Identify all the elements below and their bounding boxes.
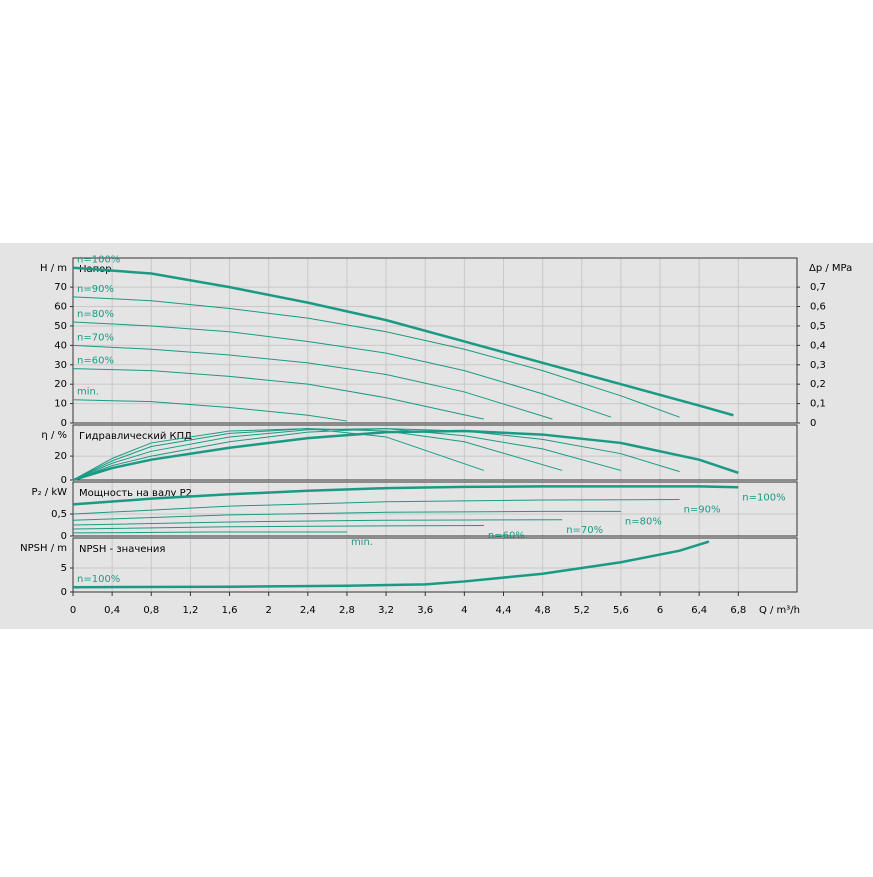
x-tick-label: 4,4 — [496, 605, 512, 616]
y-tick-label: 30 — [54, 360, 67, 371]
panel-frame — [72, 537, 798, 593]
panel-frame — [72, 424, 798, 481]
x-tick-label: 4,8 — [535, 605, 551, 616]
y2-tick-label: 0,6 — [810, 302, 826, 313]
y-axis-label: P₂ / kW — [32, 487, 68, 498]
curve-label: n=70% — [566, 525, 603, 536]
curve — [72, 428, 680, 481]
curve — [72, 429, 739, 482]
x-tick-label: 0,8 — [143, 605, 159, 616]
curve — [72, 399, 348, 422]
curve-label: min. — [351, 537, 373, 548]
x-tick-label: 3,2 — [378, 605, 394, 616]
y2-axis-label: Δp / MPa — [809, 263, 852, 274]
panel-frame — [72, 257, 798, 424]
y-axis-label: η / % — [41, 430, 67, 441]
y-tick-label: 70 — [54, 282, 67, 293]
x-tick-label: 2,8 — [339, 605, 355, 616]
panel-title: Мощность на валу P2 — [79, 488, 192, 499]
x-tick-label: 1,6 — [222, 605, 238, 616]
curve — [72, 531, 347, 534]
x-tick-label: 5,6 — [613, 605, 629, 616]
x-tick-label: 5,2 — [574, 605, 590, 616]
curve — [72, 296, 680, 418]
x-tick-label: 1,2 — [182, 605, 198, 616]
curve — [72, 510, 621, 521]
y2-tick-label: 0,2 — [810, 379, 826, 390]
x-tick-label: 6,8 — [730, 605, 746, 616]
y2-tick-label: 0,1 — [810, 399, 826, 410]
curve-label: n=90% — [77, 284, 114, 295]
y2-tick-label: 0,5 — [810, 321, 826, 332]
y-tick-label: 60 — [54, 302, 67, 313]
curve-label: n=100% — [77, 574, 120, 585]
y-tick-label: 0,5 — [51, 509, 67, 520]
curve-label: min. — [77, 387, 99, 398]
curve — [72, 519, 563, 526]
curve-label: n=70% — [77, 332, 114, 343]
x-tick-label: 6,4 — [691, 605, 707, 616]
y-tick-label: 0 — [61, 475, 67, 486]
x-tick-label: 0 — [70, 605, 76, 616]
curve — [72, 428, 485, 481]
curve-label: n=80% — [77, 309, 114, 320]
curve-label: n=100% — [742, 492, 785, 503]
panel-title: Гидравлический КПД — [79, 431, 192, 442]
curve-label: n=100% — [77, 255, 120, 266]
curve — [72, 321, 612, 418]
y-axis-label: NPSH / m — [20, 543, 67, 554]
x-tick-label: 6 — [657, 605, 663, 616]
curve — [72, 524, 484, 530]
x-tick-label: 3,6 — [417, 605, 433, 616]
x-tick-label: 2 — [265, 605, 271, 616]
x-tick-label: 2,4 — [300, 605, 316, 616]
panel-frame — [72, 481, 798, 537]
curve — [72, 368, 485, 420]
background — [0, 243, 873, 629]
x-tick-label: 0,4 — [104, 605, 120, 616]
y-tick-label: 40 — [54, 340, 67, 351]
y2-tick-label: 0,7 — [810, 282, 826, 293]
curve — [72, 540, 710, 589]
y-tick-label: 0 — [61, 418, 67, 429]
y2-tick-label: 0,4 — [810, 340, 826, 351]
y-axis-label: H / m — [40, 263, 67, 274]
y-tick-label: 0 — [61, 587, 67, 598]
y-tick-label: 5 — [61, 563, 67, 574]
curve-label: n=90% — [684, 505, 721, 516]
curve — [72, 428, 622, 481]
y2-tick-label: 0,3 — [810, 360, 826, 371]
curve — [72, 499, 680, 515]
curve — [72, 266, 734, 417]
curve — [72, 344, 553, 420]
curve-label: n=80% — [625, 516, 662, 527]
curve-label: n=60% — [488, 530, 525, 541]
curve — [72, 428, 563, 481]
y-tick-label: 20 — [54, 451, 67, 462]
x-tick-label: 4 — [461, 605, 467, 616]
y2-tick-label: 0 — [810, 418, 816, 429]
y-tick-label: 0 — [61, 531, 67, 542]
curve-label: n=60% — [77, 356, 114, 367]
x-axis-label: Q / m³/h — [759, 605, 800, 616]
y-tick-label: 20 — [54, 379, 67, 390]
y-tick-label: 50 — [54, 321, 67, 332]
y-tick-label: 10 — [54, 399, 67, 410]
curve — [72, 485, 739, 506]
panel-title: NPSH - значения — [79, 544, 165, 555]
